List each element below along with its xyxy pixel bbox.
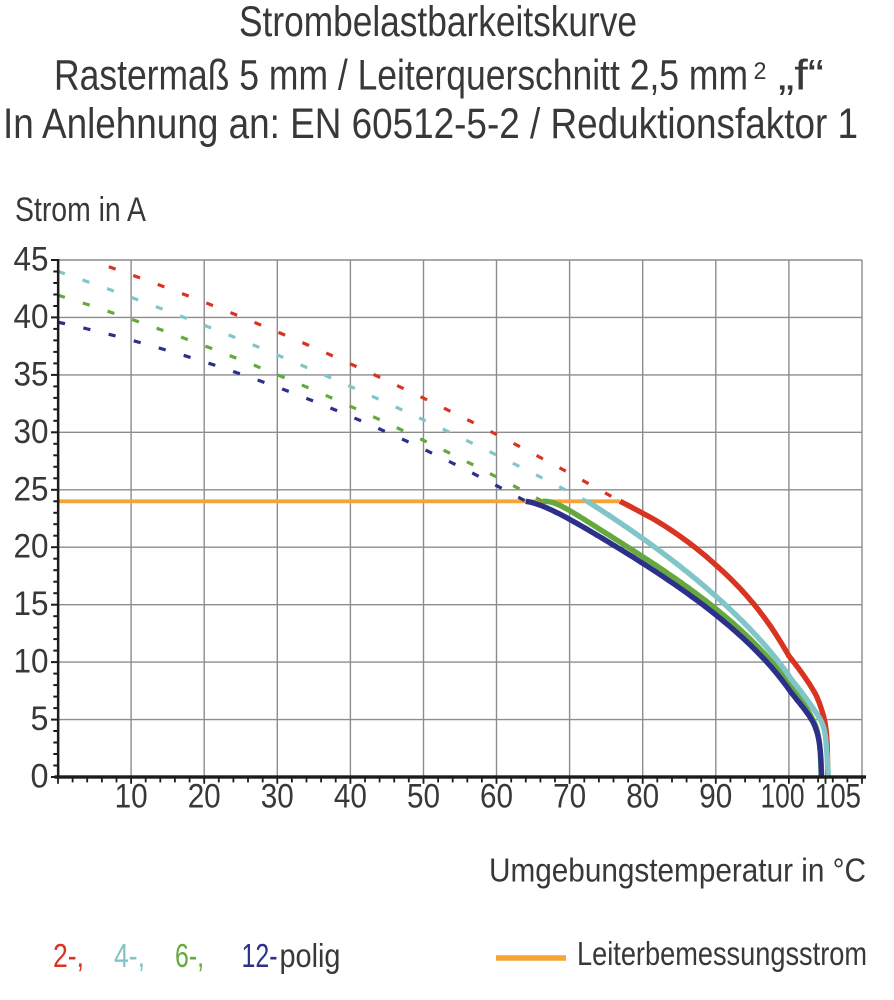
svg-text:60: 60 [480,778,513,816]
svg-text:Umgebungstemperatur in °C: Umgebungstemperatur in °C [489,852,866,889]
svg-text:70: 70 [553,778,586,816]
svg-text:80: 80 [626,778,659,816]
svg-text:25: 25 [14,470,49,508]
svg-text:20: 20 [14,528,49,566]
svg-text:Rastermaß 5 mm / Leiterquersch: Rastermaß 5 mm / Leiterquerschnitt 2,5 m… [54,52,748,100]
svg-text:6-,: 6-, [175,937,204,974]
svg-text:Strombelastbarkeitskurve: Strombelastbarkeitskurve [239,0,637,46]
svg-text:0: 0 [31,758,49,796]
svg-text:4-,: 4-, [114,937,145,974]
svg-text:Leiterbemessungsstrom: Leiterbemessungsstrom [577,935,867,972]
svg-text:10: 10 [14,643,49,681]
svg-text:5: 5 [31,700,49,738]
svg-text:30: 30 [261,778,294,816]
svg-text:15: 15 [14,585,49,623]
svg-text:2-,: 2-, [53,937,84,974]
svg-text:100: 100 [761,778,805,816]
svg-text:Strom in A: Strom in A [15,191,146,229]
svg-text:polig: polig [280,937,341,974]
svg-text:35: 35 [14,355,49,393]
svg-text:„f“: „f“ [778,52,824,100]
svg-text:20: 20 [188,778,221,816]
svg-text:40: 40 [14,298,49,336]
svg-text:40: 40 [334,778,367,816]
svg-text:90: 90 [699,778,732,816]
svg-text:105: 105 [815,778,861,816]
svg-text:2: 2 [754,58,767,85]
svg-text:10: 10 [115,778,148,816]
svg-text:45: 45 [14,241,49,279]
svg-text:30: 30 [14,413,49,451]
svg-text:12-: 12- [242,937,278,974]
svg-text:50: 50 [407,778,440,816]
svg-text:In Anlehnung an: EN 60512-5-2: In Anlehnung an: EN 60512-5-2 / Reduktio… [3,100,858,148]
